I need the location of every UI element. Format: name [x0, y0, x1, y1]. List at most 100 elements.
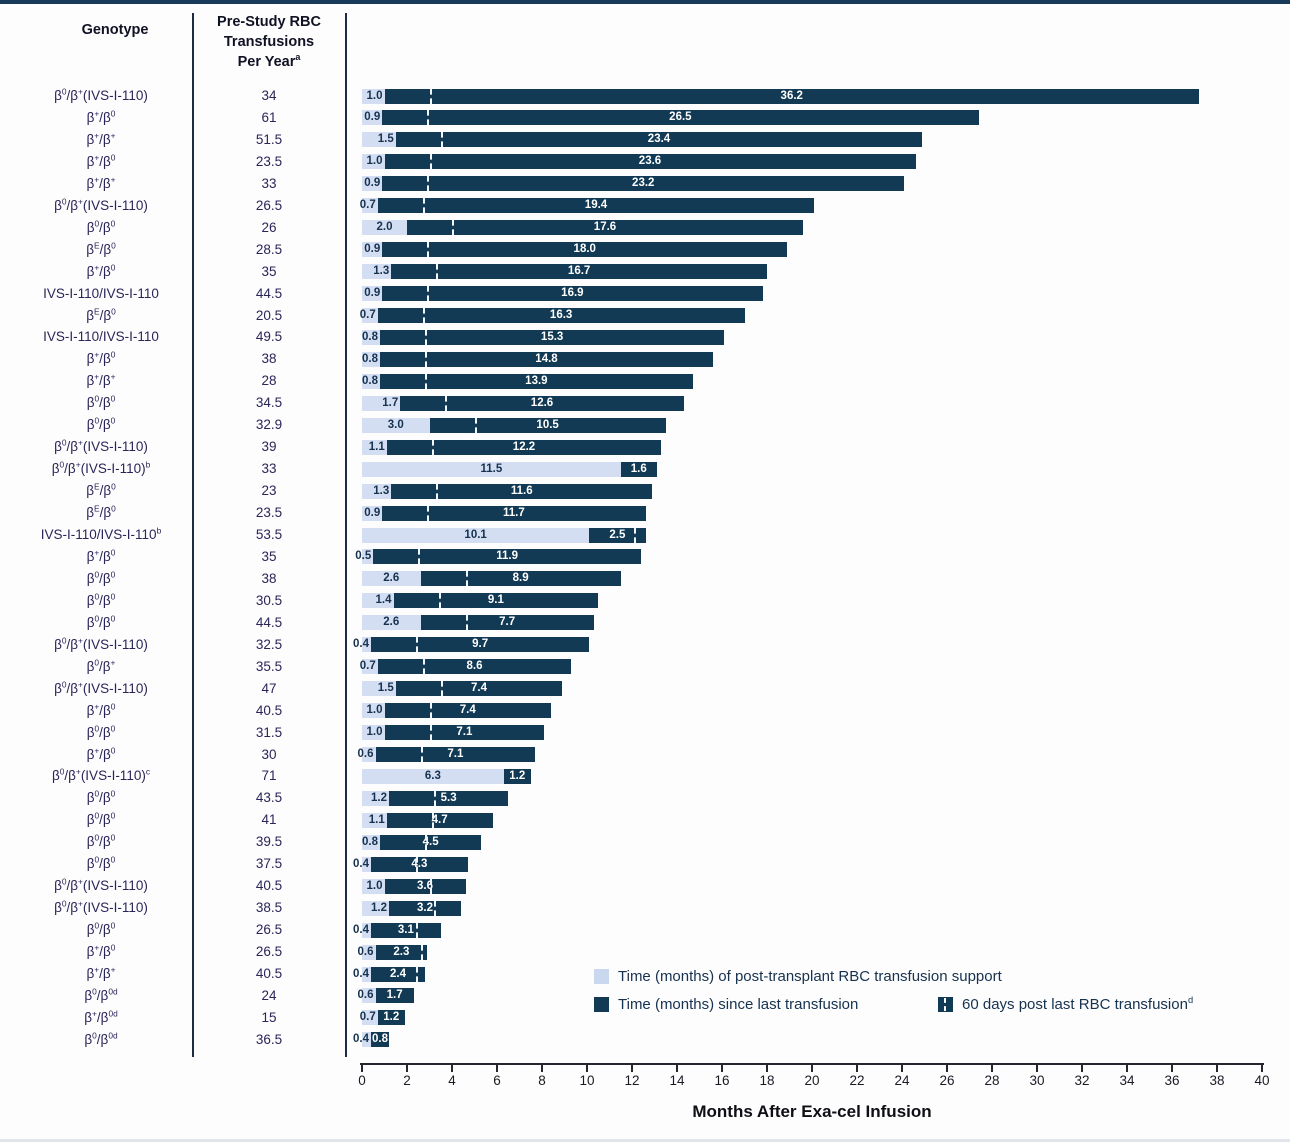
support-value: 0.8 [362, 330, 378, 343]
since-bar [384, 725, 545, 741]
support-bar [362, 703, 385, 719]
support-value: 0.8 [362, 352, 378, 365]
transfusions-per-year-value: 15 [261, 1009, 277, 1025]
x-axis-tick-label: 22 [849, 1073, 865, 1088]
genotype-label: β0/β0 [86, 415, 116, 433]
genotype-label: β0/β0 [86, 723, 116, 740]
support-bar [362, 154, 385, 170]
support-value: 0.4 [353, 638, 369, 651]
support-bar [362, 878, 385, 894]
support-bar [362, 1032, 371, 1048]
support-value: 0.9 [364, 111, 381, 124]
support-bar [362, 681, 396, 697]
support-value: 1.1 [368, 813, 385, 826]
since-value: 16.9 [561, 287, 584, 300]
support-bar [362, 615, 421, 631]
sixty-day-marker [429, 88, 432, 104]
since-value: 17.6 [593, 221, 617, 234]
x-axis-tick-label: 10 [579, 1073, 595, 1088]
since-bar [589, 527, 646, 543]
support-bar [362, 747, 376, 762]
sixty-day-marker [416, 922, 418, 938]
sixty-day-marker [465, 615, 468, 631]
since-value: 2.3 [393, 945, 410, 958]
since-bar [373, 549, 641, 565]
x-axis-tick [1261, 1065, 1263, 1072]
sixty-day-marker [431, 812, 434, 828]
transfusions-per-year-value: 37.5 [255, 856, 283, 872]
genotype-label: β+/β+ [86, 964, 116, 981]
since-value: 10.5 [536, 418, 559, 431]
x-axis-tick-label: 12 [624, 1073, 640, 1088]
x-axis-tick [766, 1065, 768, 1072]
genotype-label: β0/β0 [86, 854, 116, 872]
sixty-day-marker [425, 329, 427, 345]
since-value: 16.3 [549, 309, 573, 321]
support-value: 1.4 [375, 594, 392, 607]
sixty-day-marker [427, 242, 430, 258]
support-value: 2.6 [383, 616, 400, 629]
genotype-label: IVS-I-110/IVS-I-110 [43, 329, 159, 345]
support-bar [362, 790, 389, 806]
since-value: 1.7 [386, 989, 403, 1002]
support-bar [362, 856, 371, 872]
since-value: 11.9 [496, 550, 518, 563]
x-axis-tick [586, 1065, 588, 1072]
since-bar [371, 966, 425, 982]
x-axis-title: Months After Exa-cel Infusion [692, 1102, 932, 1121]
support-bar [362, 198, 378, 214]
x-axis-tick [1036, 1065, 1038, 1072]
x-axis-tick-label: 2 [403, 1073, 411, 1088]
x-axis-tick-label: 40 [1254, 1073, 1270, 1088]
since-value: 1.2 [383, 1011, 400, 1024]
since-value: 11.7 [503, 506, 525, 519]
x-axis-tick [1216, 1065, 1218, 1072]
transfusions-per-year-value: 40.5 [255, 966, 283, 981]
x-axis-tick-label: 24 [894, 1073, 910, 1088]
transfusions-per-year-value: 32.9 [255, 417, 283, 433]
support-bar [362, 834, 380, 850]
transfusions-per-year-value: 34 [261, 88, 277, 103]
since-bar [391, 264, 767, 280]
since-value: 18.0 [573, 243, 596, 256]
since-value: 23.2 [632, 177, 655, 190]
since-bar [384, 154, 916, 170]
sixty-day-marker [429, 703, 432, 719]
support-bar [362, 461, 621, 477]
since-bar [380, 373, 693, 389]
transfusions-per-year-value: 33 [261, 175, 277, 191]
sixty-day-marker [474, 417, 477, 433]
since-bar [375, 747, 536, 762]
genotype-label: β0/β+(IVS-I-110) [54, 437, 148, 455]
x-axis-tick-label: 34 [1119, 1073, 1135, 1088]
support-value: 2.0 [376, 221, 393, 234]
support-bar [362, 132, 396, 148]
support-bar [362, 527, 590, 543]
legend-item-support: Time (months) of post-transplant RBC tra… [594, 968, 1002, 985]
support-value: 10.1 [464, 528, 487, 541]
support-value: 1.0 [366, 89, 383, 102]
x-axis-tick [451, 1065, 453, 1072]
genotype-label: β+/β0 [86, 547, 116, 564]
support-bar [362, 286, 383, 302]
support-value: 1.3 [373, 484, 390, 497]
since-bar [395, 132, 923, 148]
x-axis-tick-label: 26 [939, 1073, 955, 1088]
transfusions-per-year-value: 38.5 [255, 900, 283, 916]
genotype-label: β0/β0 [86, 218, 116, 235]
support-value: 0.7 [359, 309, 376, 321]
genotype-label: β0/β+(IVS-I-110) [54, 86, 148, 103]
since-value: 23.6 [638, 155, 662, 168]
transfusions-per-year-value: 36.5 [255, 1031, 283, 1047]
since-bar [380, 351, 713, 367]
since-value: 9.7 [472, 638, 489, 651]
sixty-day-marker [416, 966, 418, 982]
since-bar [375, 944, 428, 960]
support-value: 1.5 [377, 133, 394, 146]
transfusions-per-year-value: 30.5 [255, 592, 283, 608]
support-value: 0.6 [357, 945, 374, 958]
since-value: 19.4 [584, 199, 608, 212]
since-bar [389, 900, 461, 916]
since-value: 7.1 [447, 748, 464, 760]
legend-item-since: Time (months) since last transfusion [594, 996, 858, 1013]
